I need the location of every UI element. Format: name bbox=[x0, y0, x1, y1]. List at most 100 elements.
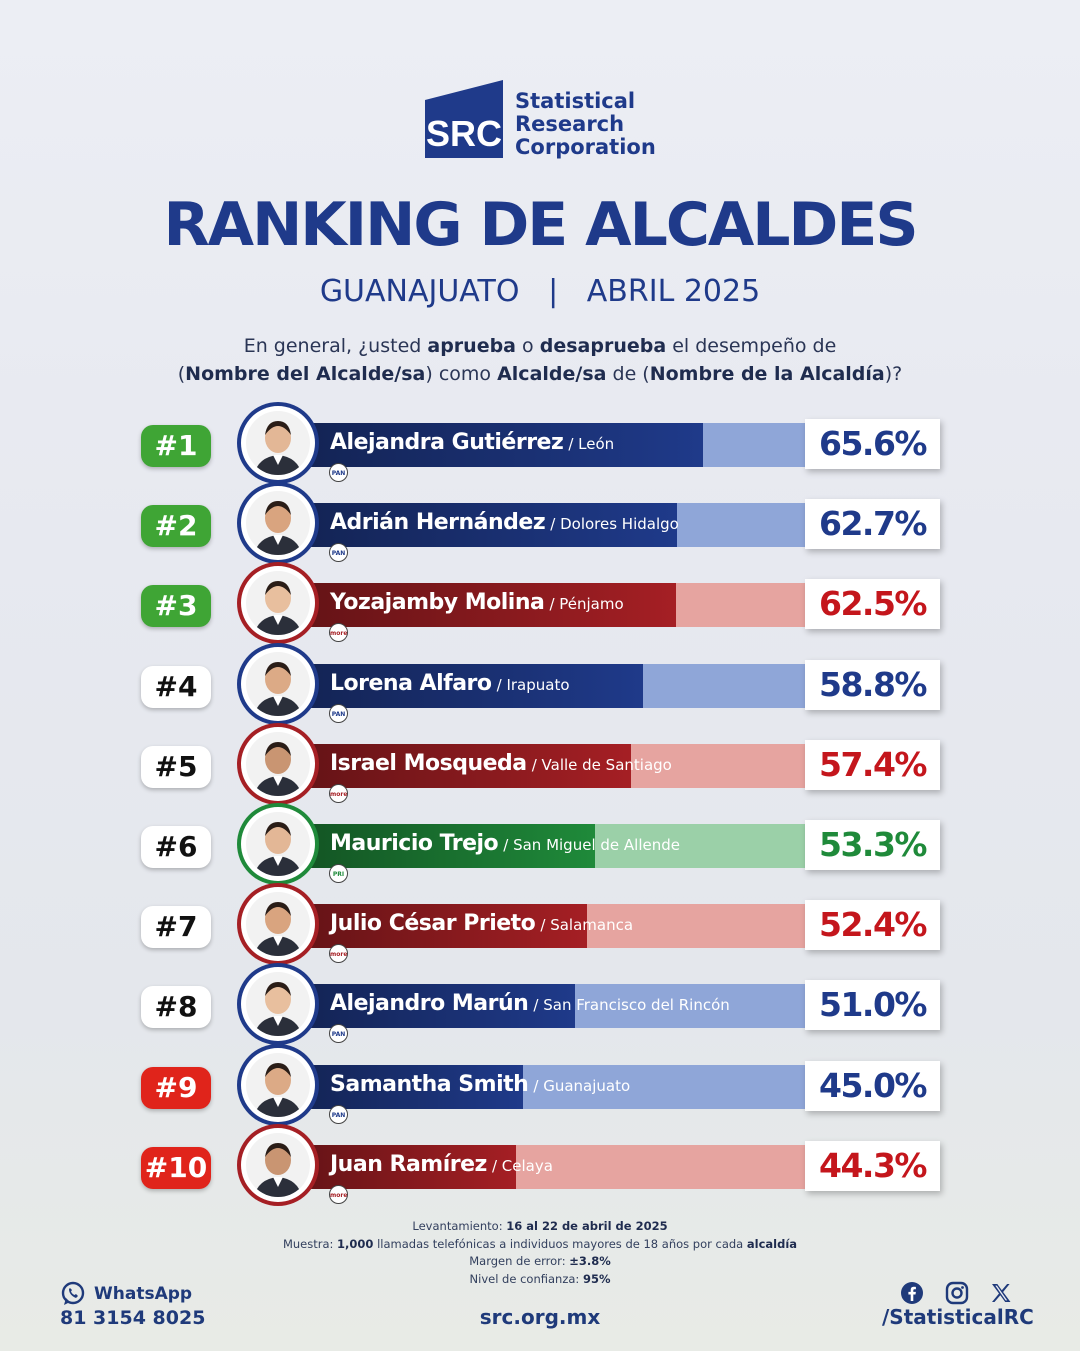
avatar bbox=[241, 807, 315, 881]
approval-bar-remainder bbox=[516, 1144, 820, 1189]
party-logo-icon: PRI bbox=[329, 864, 348, 883]
logo-line-3: Corporation bbox=[515, 135, 656, 159]
approval-bar-fill bbox=[295, 583, 676, 628]
page-subtitle: GUANAJUATO | ABRIL 2025 bbox=[0, 274, 1080, 309]
approval-value-box: 45.0% bbox=[805, 1060, 940, 1111]
ranking-row: #8 Alejandro Marún / San Francisco del Ri… bbox=[0, 966, 1080, 1046]
whatsapp-number[interactable]: 81 3154 8025 bbox=[60, 1307, 206, 1329]
approval-bar bbox=[295, 984, 820, 1029]
approval-value: 62.5% bbox=[819, 584, 928, 624]
logo-wordmark: Statistical Research Corporation bbox=[515, 90, 656, 159]
subtitle-separator: | bbox=[548, 274, 559, 309]
footnote-label: Muestra: bbox=[282, 1236, 338, 1251]
footnote-value: 16 al 22 de abril de 2025 bbox=[506, 1219, 668, 1233]
approval-value-box: 62.7% bbox=[805, 499, 940, 550]
ranking-row: #6 Mauricio Trejo / San Miguel de Allende… bbox=[0, 806, 1080, 886]
mayor-name: Alejandro Marún bbox=[330, 991, 529, 1017]
rank-badge: #6 bbox=[141, 826, 211, 868]
mayor-label: Adrián Hernández / Dolores Hidalgo bbox=[330, 510, 679, 540]
approval-bar-fill bbox=[295, 743, 631, 788]
x-icon[interactable] bbox=[989, 1281, 1013, 1305]
approval-value: 44.3% bbox=[819, 1145, 928, 1185]
avatar bbox=[241, 887, 315, 962]
whatsapp-label: WhatsApp bbox=[94, 1284, 193, 1304]
person-photo-icon bbox=[246, 491, 310, 556]
footnote-label: Nivel de confianza: bbox=[469, 1271, 583, 1286]
mayor-name: Julio César Prieto bbox=[330, 911, 536, 937]
question-text: ) como bbox=[425, 363, 498, 385]
person-photo-icon bbox=[246, 571, 310, 636]
mayor-label: Alejandra Gutiérrez / León bbox=[330, 430, 614, 460]
instagram-icon[interactable] bbox=[945, 1281, 969, 1305]
approval-value-box: 53.3% bbox=[805, 820, 940, 870]
approval-value: 52.4% bbox=[819, 905, 928, 945]
approval-bar-remainder bbox=[595, 824, 820, 868]
municipality: / Guanajuato bbox=[533, 1076, 631, 1095]
footnote-value: alcaldía bbox=[746, 1236, 798, 1251]
mayor-label: Yozajamby Molina / Pénjamo bbox=[330, 590, 624, 620]
approval-bar bbox=[295, 423, 820, 467]
mayor-label: Mauricio Trejo / San Miguel de Allende bbox=[330, 831, 680, 861]
person-photo-icon bbox=[246, 411, 310, 475]
approval-value: 65.6% bbox=[819, 424, 928, 463]
mayor-name: Israel Mosqueda bbox=[330, 750, 527, 776]
mayor-name: Yozajamby Molina bbox=[330, 590, 545, 616]
question-bold: desaprueba bbox=[539, 335, 667, 357]
approval-bar-fill bbox=[295, 1064, 523, 1109]
person-photo-icon bbox=[246, 651, 310, 716]
party-logo-icon: PAN bbox=[329, 703, 348, 723]
municipality: / San Francisco del Rincón bbox=[533, 996, 730, 1015]
municipality: / Salamanca bbox=[540, 916, 634, 935]
mayor-label: Samantha Smith / Guanajuato bbox=[330, 1072, 630, 1102]
facebook-icon[interactable] bbox=[900, 1281, 924, 1305]
website-link[interactable]: src.org.mx bbox=[479, 1305, 601, 1329]
approval-bar-fill bbox=[295, 503, 678, 548]
municipality: / Celaya bbox=[491, 1156, 553, 1175]
question-bold: Alcalde/sa bbox=[497, 363, 607, 385]
src-logo-icon: SRC bbox=[425, 80, 503, 158]
approval-bar-remainder bbox=[522, 1064, 820, 1109]
avatar bbox=[241, 646, 315, 721]
social-handle[interactable]: /StatisticalRC bbox=[882, 1305, 1034, 1329]
avatar bbox=[241, 486, 315, 561]
rank-badge: #2 bbox=[141, 505, 211, 548]
rank-badge: #7 bbox=[141, 906, 211, 949]
rank-badge: #4 bbox=[141, 665, 211, 708]
person-photo-icon bbox=[246, 1052, 310, 1117]
approval-value: 62.7% bbox=[819, 504, 928, 544]
party-logo-icon: morena bbox=[329, 944, 348, 964]
approval-bar bbox=[295, 1064, 820, 1109]
approval-bar-remainder bbox=[643, 663, 820, 708]
approval-bar-fill bbox=[295, 423, 703, 467]
approval-bar-remainder bbox=[675, 583, 820, 628]
rank-badge: #8 bbox=[141, 986, 211, 1029]
mayor-name: Alejandra Gutiérrez bbox=[330, 430, 564, 455]
region-label: GUANAJUATO bbox=[319, 274, 520, 309]
approval-bar-remainder bbox=[575, 984, 820, 1029]
whatsapp-contact[interactable]: WhatsApp 81 3154 8025 bbox=[60, 1281, 205, 1329]
margin-line: Margen de error: ±3.8% bbox=[0, 1253, 1080, 1271]
ranking-row: #3 Yozajamby Molina / Pénjamo 62.5% morena bbox=[0, 565, 1080, 645]
party-logo-icon: morena bbox=[329, 783, 348, 803]
question-text: En general, ¿usted bbox=[243, 335, 428, 357]
ranking-row: #2 Adrián Hernández / Dolores Hidalgo 62.7… bbox=[0, 485, 1080, 565]
approval-bar bbox=[295, 904, 820, 949]
approval-value-box: 44.3% bbox=[805, 1140, 940, 1191]
ranking-row: #9 Samantha Smith / Guanajuato 45.0% PAN bbox=[0, 1047, 1080, 1127]
fieldwork-line: Levantamiento: 16 al 22 de abril de 2025 bbox=[0, 1218, 1080, 1236]
person-photo-icon bbox=[246, 892, 310, 957]
approval-value-box: 52.4% bbox=[805, 900, 940, 951]
question-text: ( bbox=[177, 363, 186, 385]
ranking-row: #1 Alejandra Gutiérrez / León 65.6% PAN bbox=[0, 405, 1080, 485]
approval-bar-fill bbox=[295, 904, 588, 949]
avatar bbox=[241, 726, 315, 801]
approval-value: 45.0% bbox=[819, 1065, 928, 1105]
approval-value: 57.4% bbox=[819, 744, 928, 784]
municipality: / San Miguel de Allende bbox=[503, 836, 680, 854]
party-logo-icon: PAN bbox=[329, 463, 348, 482]
party-logo-icon: morena bbox=[329, 1184, 348, 1204]
approval-bar-fill bbox=[295, 824, 596, 868]
approval-bar-fill bbox=[295, 984, 575, 1029]
party-logo-icon: morena bbox=[329, 623, 348, 643]
social-icons bbox=[895, 1281, 1025, 1305]
